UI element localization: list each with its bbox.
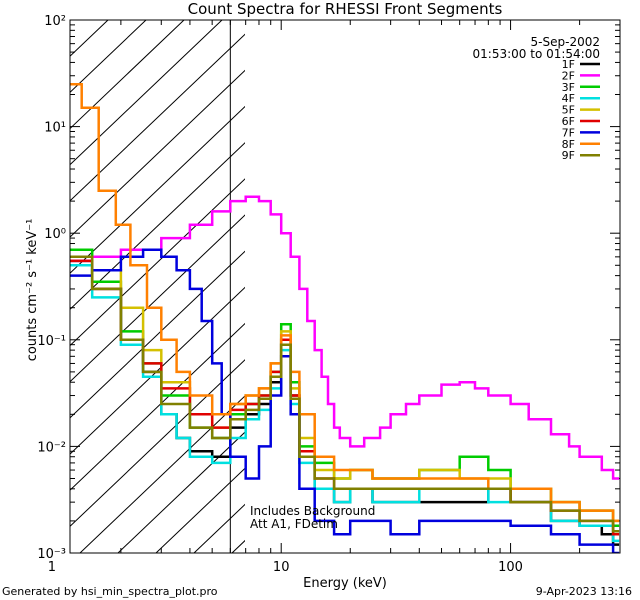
legend-label-7F: 7F bbox=[562, 126, 575, 139]
legend-label-5F: 5F bbox=[562, 104, 575, 117]
y-tick-label: 10⁻¹ bbox=[37, 334, 66, 349]
footer-timestamp: 9-Apr-2023 13:16 bbox=[535, 585, 632, 598]
series-line-6F bbox=[70, 259, 620, 536]
hatch-line bbox=[70, 214, 245, 383]
series-line-7F bbox=[70, 248, 620, 553]
hatch-line bbox=[117, 431, 245, 553]
footer-generated-by: Generated by hsi_min_spectra_plot.pro bbox=[2, 585, 218, 598]
hatch-line bbox=[70, 20, 147, 94]
legend-label-2F: 2F bbox=[562, 69, 575, 82]
y-tick-label: 10⁻³ bbox=[37, 547, 66, 562]
hatch-line bbox=[70, 142, 245, 311]
legend-label-8F: 8F bbox=[562, 138, 575, 151]
hatch-line bbox=[308, 20, 640, 553]
series-line-9F bbox=[70, 255, 620, 533]
y-tick-label: 10¹ bbox=[44, 121, 66, 136]
hatch-line bbox=[70, 33, 245, 202]
hatch-line bbox=[70, 69, 245, 238]
hatch-line bbox=[70, 178, 245, 347]
hatch-line bbox=[70, 20, 223, 166]
hatch-region bbox=[70, 20, 640, 553]
legend-label-3F: 3F bbox=[562, 81, 575, 94]
annotation-line-2: Att A1, FDetim bbox=[250, 517, 338, 531]
y-tick-label: 10⁻² bbox=[37, 440, 66, 455]
series-layer bbox=[70, 82, 620, 553]
x-tick-labels: 1 10 100 bbox=[48, 560, 523, 575]
series-line-5F bbox=[70, 255, 620, 523]
y-tick-label: 10⁰ bbox=[44, 227, 66, 242]
plot-frame bbox=[69, 19, 621, 554]
hatch-line bbox=[79, 395, 245, 553]
hatch-line bbox=[70, 322, 245, 491]
y-tick-labels: 10² 10¹ 10⁰ 10⁻¹ 10⁻² 10⁻³ bbox=[37, 14, 66, 562]
legend-label-4F: 4F bbox=[562, 92, 575, 105]
series-line-8F bbox=[70, 82, 620, 523]
hatch-line bbox=[346, 20, 640, 553]
y-tick-label: 10² bbox=[44, 14, 66, 29]
hatch-line bbox=[70, 286, 245, 455]
x-axis-label: Energy (keV) bbox=[303, 576, 387, 591]
x-tick-label: 100 bbox=[498, 560, 523, 575]
legend-label-9F: 9F bbox=[562, 149, 575, 162]
series-line-2F bbox=[70, 195, 620, 480]
hatch-line bbox=[70, 105, 245, 274]
time-range-text: 01:53:00 to 01:54:00 bbox=[473, 47, 600, 61]
annotation-line-1: Includes Background bbox=[250, 504, 375, 518]
hatch-line bbox=[270, 20, 640, 553]
hatch-line bbox=[231, 539, 245, 553]
legend-label-6F: 6F bbox=[562, 115, 575, 128]
legend-label-1F: 1F bbox=[562, 58, 575, 71]
y-axis-label: counts cm⁻² s⁻¹ keV⁻¹ bbox=[25, 219, 40, 362]
date-text: 5-Sep-2002 bbox=[531, 35, 600, 49]
axis-ticks bbox=[70, 20, 621, 554]
hatch-line bbox=[70, 359, 245, 528]
chart-title: Count Spectra for RHESSI Front Segments bbox=[188, 0, 503, 18]
x-tick-label: 10 bbox=[273, 560, 290, 575]
x-tick-label: 1 bbox=[48, 560, 56, 575]
hatch-line bbox=[70, 250, 245, 419]
